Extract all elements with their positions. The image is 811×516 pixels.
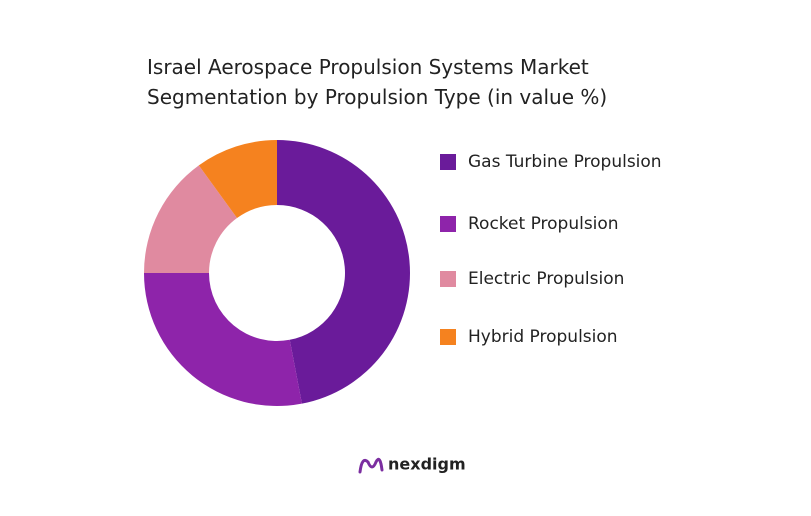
chart-title: Israel Aerospace Propulsion Systems Mark… [147,55,608,109]
legend-swatch [440,216,456,232]
brand-name: nexdigm [388,455,466,474]
legend-label: Gas Turbine Propulsion [468,152,662,172]
legend-label: Hybrid Propulsion [468,327,618,347]
legend-label: Electric Propulsion [468,269,624,289]
donut-slice [198,140,277,218]
legend-swatch [440,329,456,345]
legend-swatch [440,271,456,287]
donut-slice [144,273,302,406]
legend-swatch [440,154,456,170]
logo-icon [358,457,384,474]
donut-slice [144,165,238,273]
legend-label: Rocket Propulsion [468,214,619,234]
logo: nexdigm [358,455,466,474]
donut-slice [277,140,410,404]
